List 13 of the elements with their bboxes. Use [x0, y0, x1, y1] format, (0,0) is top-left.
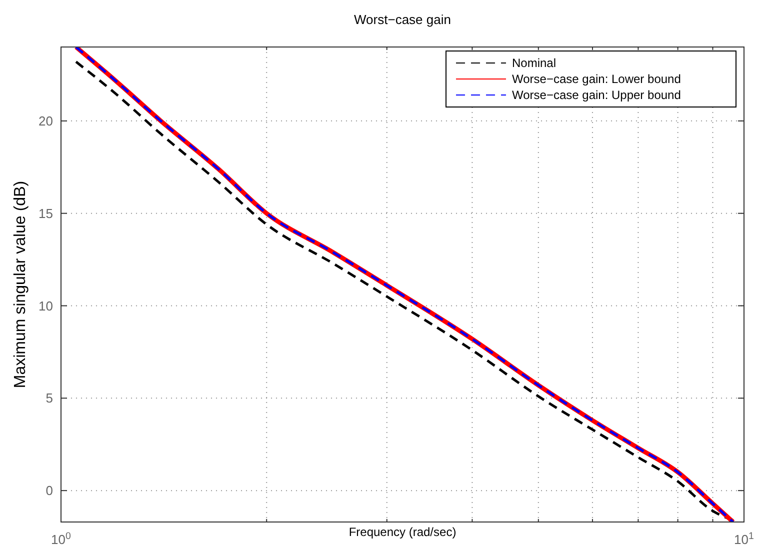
y-axis-title: Maximum singular value (dB)	[12, 180, 29, 388]
legend-label: Worse−case gain: Upper bound	[512, 88, 681, 102]
chart-title: Worst−case gain	[354, 12, 451, 27]
y-tick-label: 0	[46, 483, 53, 498]
y-tick-label: 15	[38, 206, 53, 221]
x-tick-label: 10$^{1}$	[734, 530, 754, 547]
y-tick-label: 5	[46, 390, 53, 406]
y-tick-label: 10	[38, 298, 53, 314]
y-tick-label: 20	[38, 113, 53, 128]
x-axis-title: Frequency (rad/sec)	[348, 525, 456, 539]
legend-label: Worse−case gain: Lower bound	[512, 72, 681, 86]
legend-label: Nominal	[512, 56, 556, 70]
x-tick-label: 10$^{0}$	[51, 530, 72, 547]
